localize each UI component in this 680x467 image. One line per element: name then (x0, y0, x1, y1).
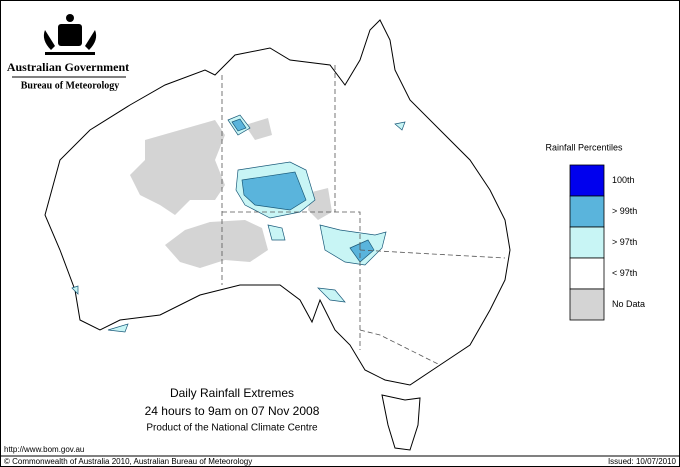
legend-label: > 97th (612, 237, 637, 247)
legend-swatch (569, 257, 605, 290)
footer-url: http://www.bom.gov.au (4, 445, 84, 454)
legend-swatch (569, 164, 605, 197)
agency-subtitle: Bureau of Meteorology (21, 80, 120, 91)
caption-title: Daily Rainfall Extremes (170, 386, 294, 400)
legend-label: No Data (612, 299, 645, 309)
legend: 100th > 99th > 97th < 97th No Data (569, 164, 645, 321)
legend-label: 100th (612, 175, 635, 185)
legend-label: > 99th (612, 206, 637, 216)
legend-swatch (569, 195, 605, 228)
caption-note: Product of the National Climate Centre (146, 423, 318, 434)
crest (43, 14, 97, 55)
caption-subtitle: 24 hours to 9am on 07 Nov 2008 (145, 404, 320, 418)
legend-swatch (569, 288, 605, 321)
legend-title: Rainfall Percentiles (545, 142, 623, 152)
state-borders (221, 65, 506, 366)
rainfall-areas (71, 114, 406, 333)
footer-copyright: © Commonwealth of Australia 2010, Austra… (4, 457, 252, 466)
footer-issued: Issued: 10/07/2010 (608, 457, 677, 466)
legend-label: < 97th (612, 268, 637, 278)
agency-title: Australian Government (7, 60, 129, 74)
tasmania (381, 394, 421, 451)
legend-swatch (569, 226, 605, 259)
